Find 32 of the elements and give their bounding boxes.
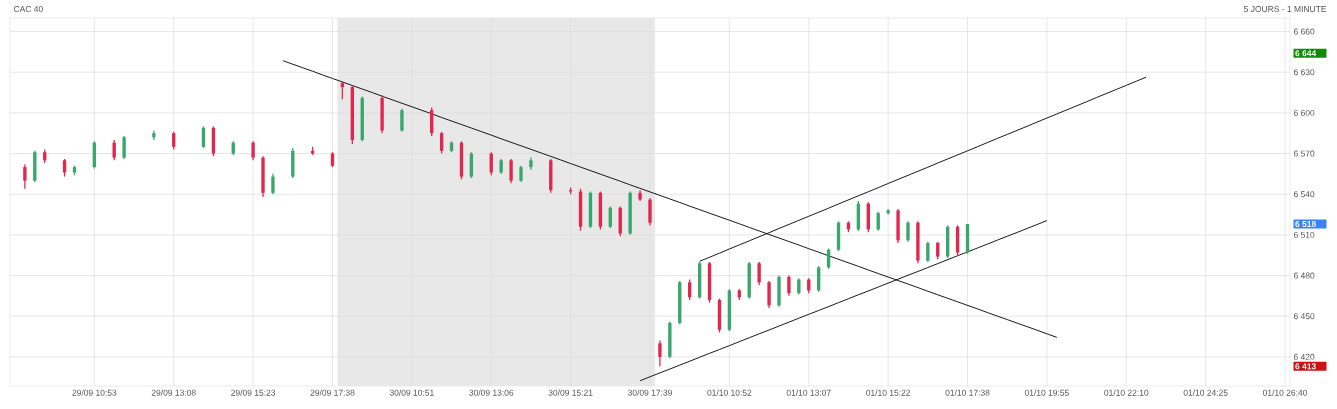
- x-tick-label: 29/09 10:53: [72, 389, 117, 396]
- x-tick-label: 29/09 15:23: [231, 389, 276, 396]
- y-tick-label: 6 644: [1295, 50, 1317, 57]
- x-tick-label: 30/09 13:06: [469, 389, 514, 396]
- x-tick-label: 01/10 19:55: [1024, 389, 1069, 396]
- x-tick-label: 29/09 17:38: [310, 389, 355, 396]
- chart-subtitle: 5 JOURS - 1 MINUTE: [1244, 6, 1327, 12]
- y-tick-label: 6 540: [1293, 191, 1315, 198]
- x-tick-label: 30/09 10:51: [389, 389, 434, 396]
- y-tick-label: 6 518: [1295, 221, 1316, 228]
- x-tick-label: 30/09 17:39: [627, 389, 672, 396]
- y-tick-label: 6 413: [1295, 363, 1316, 370]
- x-tick-label: 01/10 13:07: [786, 389, 831, 396]
- x-tick-label: 01/10 17:38: [945, 389, 990, 396]
- y-tick-label: 6 630: [1293, 69, 1315, 76]
- y-tick-label: 6 660: [1293, 28, 1315, 35]
- x-tick-label: 01/10 10:52: [707, 389, 752, 396]
- x-tick-label: 01/10 15:22: [866, 389, 911, 396]
- y-tick-label: 6 600: [1293, 109, 1315, 116]
- x-tick-label: 01/10 22:10: [1104, 389, 1149, 396]
- y-tick-label: 6 450: [1293, 313, 1315, 320]
- y-tick-label: 6 510: [1293, 231, 1315, 238]
- y-tick-label: 6 420: [1293, 353, 1315, 360]
- candlestick: [628, 190, 632, 236]
- chart-title: CAC 40: [13, 6, 43, 12]
- y-tick-label: 6 480: [1293, 272, 1315, 279]
- x-tick-label: 01/10 26:40: [1263, 389, 1308, 396]
- candlestick: [926, 240, 930, 263]
- x-tick-label: 30/09 15:21: [548, 389, 593, 396]
- y-tick-label: 6 570: [1293, 150, 1315, 157]
- x-tick-label: 01/10 24:25: [1183, 389, 1228, 396]
- x-tick-label: 29/09 13:08: [151, 389, 196, 396]
